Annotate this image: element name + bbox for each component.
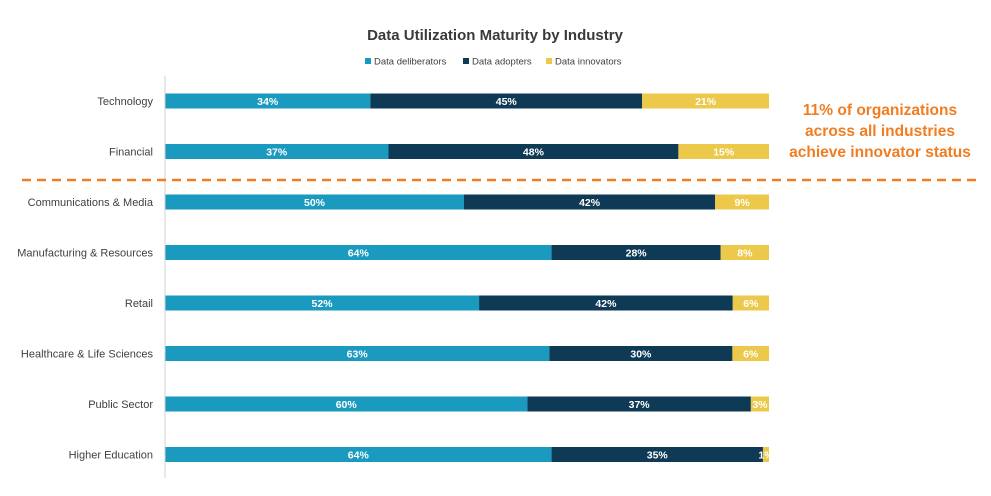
bar-manufacturing-and-resources-data-innovators — [720, 245, 769, 260]
bar-technology-data-innovators — [642, 93, 769, 109]
bar-label-retail-data-innovators: 6% — [743, 298, 759, 310]
category-labels: Technology Financial Communications & Medi… — [17, 96, 154, 462]
bar-label-public-sector-data-innovators: 3% — [752, 399, 768, 411]
bar-label-higher-education-data-adopters: 35% — [647, 450, 669, 462]
annotation-line: across all industries — [805, 123, 955, 140]
bar-label-higher-education-data-innovators: 1% — [758, 450, 774, 462]
bar-label-public-sector-data-adopters: 37% — [629, 399, 651, 411]
annotation-line: 11% of organizations — [803, 102, 957, 119]
legend-swatch-data-adopters — [463, 58, 469, 64]
bar-label-financial-data-deliberators: 37% — [266, 147, 288, 159]
bar-retail-data-innovators — [732, 295, 769, 311]
bar-higher-education-data-innovators — [762, 447, 769, 462]
category-label-healthcare-and-life-sciences: Healthcare & Life Sciences — [21, 349, 154, 361]
bar-label-communications-and-media-data-adopters: 42% — [579, 197, 601, 209]
legend: Data deliberators Data adopters Data innov… — [365, 57, 622, 68]
bar-label-technology-data-adopters: 45% — [496, 96, 518, 108]
category-label-retail: Retail — [125, 298, 153, 310]
bar-label-communications-and-media-data-innovators: 9% — [734, 197, 750, 209]
bar-retail-data-deliberators — [165, 295, 480, 311]
legend-swatch-data-innovators — [546, 58, 552, 64]
bar-financial-data-innovators — [678, 144, 769, 159]
bar-label-healthcare-and-life-sciences-data-innovators: 6% — [743, 349, 759, 361]
bar-financial-data-adopters — [388, 144, 679, 159]
bar-technology-data-deliberators — [165, 93, 371, 109]
bar-label-financial-data-innovators: 15% — [713, 147, 735, 159]
bar-manufacturing-and-resources-data-deliberators — [165, 245, 552, 260]
bar-public-sector-data-deliberators — [165, 396, 528, 412]
bar-label-manufacturing-and-resources-data-innovators: 8% — [737, 248, 753, 260]
category-label-higher-education: Higher Education — [69, 450, 153, 462]
category-label-public-sector: Public Sector — [88, 399, 153, 411]
bar-label-manufacturing-and-resources-data-adopters: 28% — [626, 248, 648, 260]
bar-label-retail-data-deliberators: 52% — [312, 298, 334, 310]
bar-higher-education-data-deliberators — [165, 447, 552, 462]
bar-communications-and-media-data-adopters — [464, 194, 716, 210]
category-label-technology: Technology — [97, 96, 153, 108]
bar-manufacturing-and-resources-data-adopters — [551, 245, 721, 260]
bar-label-communications-and-media-data-deliberators: 50% — [304, 197, 326, 209]
bar-label-manufacturing-and-resources-data-deliberators: 64% — [348, 248, 370, 260]
bar-label-healthcare-and-life-sciences-data-adopters: 30% — [630, 349, 652, 361]
legend-label-data-deliberators: Data deliberators — [374, 57, 447, 68]
chart-title: Data Utilization Maturity by Industry — [367, 27, 624, 44]
bar-financial-data-deliberators — [165, 144, 389, 159]
bar-label-financial-data-adopters: 48% — [523, 147, 545, 159]
bar-label-technology-data-deliberators: 34% — [257, 96, 279, 108]
bar-healthcare-and-life-sciences-data-innovators — [732, 346, 769, 361]
annotation-text: 11% of organizations across all industrie… — [789, 102, 971, 161]
bar-label-public-sector-data-deliberators: 60% — [336, 399, 358, 411]
bar-public-sector-data-adopters — [527, 396, 751, 412]
bar-technology-data-adopters — [370, 93, 643, 109]
legend-label-data-adopters: Data adopters — [472, 57, 532, 68]
bar-retail-data-adopters — [479, 295, 733, 311]
bars: 34% 45% 21% 37% 48% 15% 50% 42% 9% 64% 28% 8% 52% 42%… — [165, 93, 774, 462]
bar-label-retail-data-adopters: 42% — [595, 298, 617, 310]
bar-healthcare-and-life-sciences-data-adopters — [549, 346, 733, 361]
bar-communications-and-media-data-innovators — [715, 194, 769, 210]
bar-label-higher-education-data-deliberators: 64% — [348, 450, 370, 462]
bar-healthcare-and-life-sciences-data-deliberators — [165, 346, 550, 361]
legend-label-data-innovators: Data innovators — [555, 57, 622, 68]
bar-higher-education-data-adopters — [551, 447, 763, 462]
bar-label-technology-data-innovators: 21% — [695, 96, 717, 108]
annotation-line: achieve innovator status — [789, 144, 971, 161]
category-label-manufacturing-and-resources: Manufacturing & Resources — [17, 248, 153, 260]
legend-swatch-data-deliberators — [365, 58, 371, 64]
bar-communications-and-media-data-deliberators — [165, 194, 465, 210]
bar-public-sector-data-innovators — [750, 396, 769, 412]
category-label-communications-and-media: Communications & Media — [28, 197, 154, 209]
bar-label-healthcare-and-life-sciences-data-deliberators: 63% — [347, 349, 369, 361]
category-label-financial: Financial — [109, 147, 153, 159]
